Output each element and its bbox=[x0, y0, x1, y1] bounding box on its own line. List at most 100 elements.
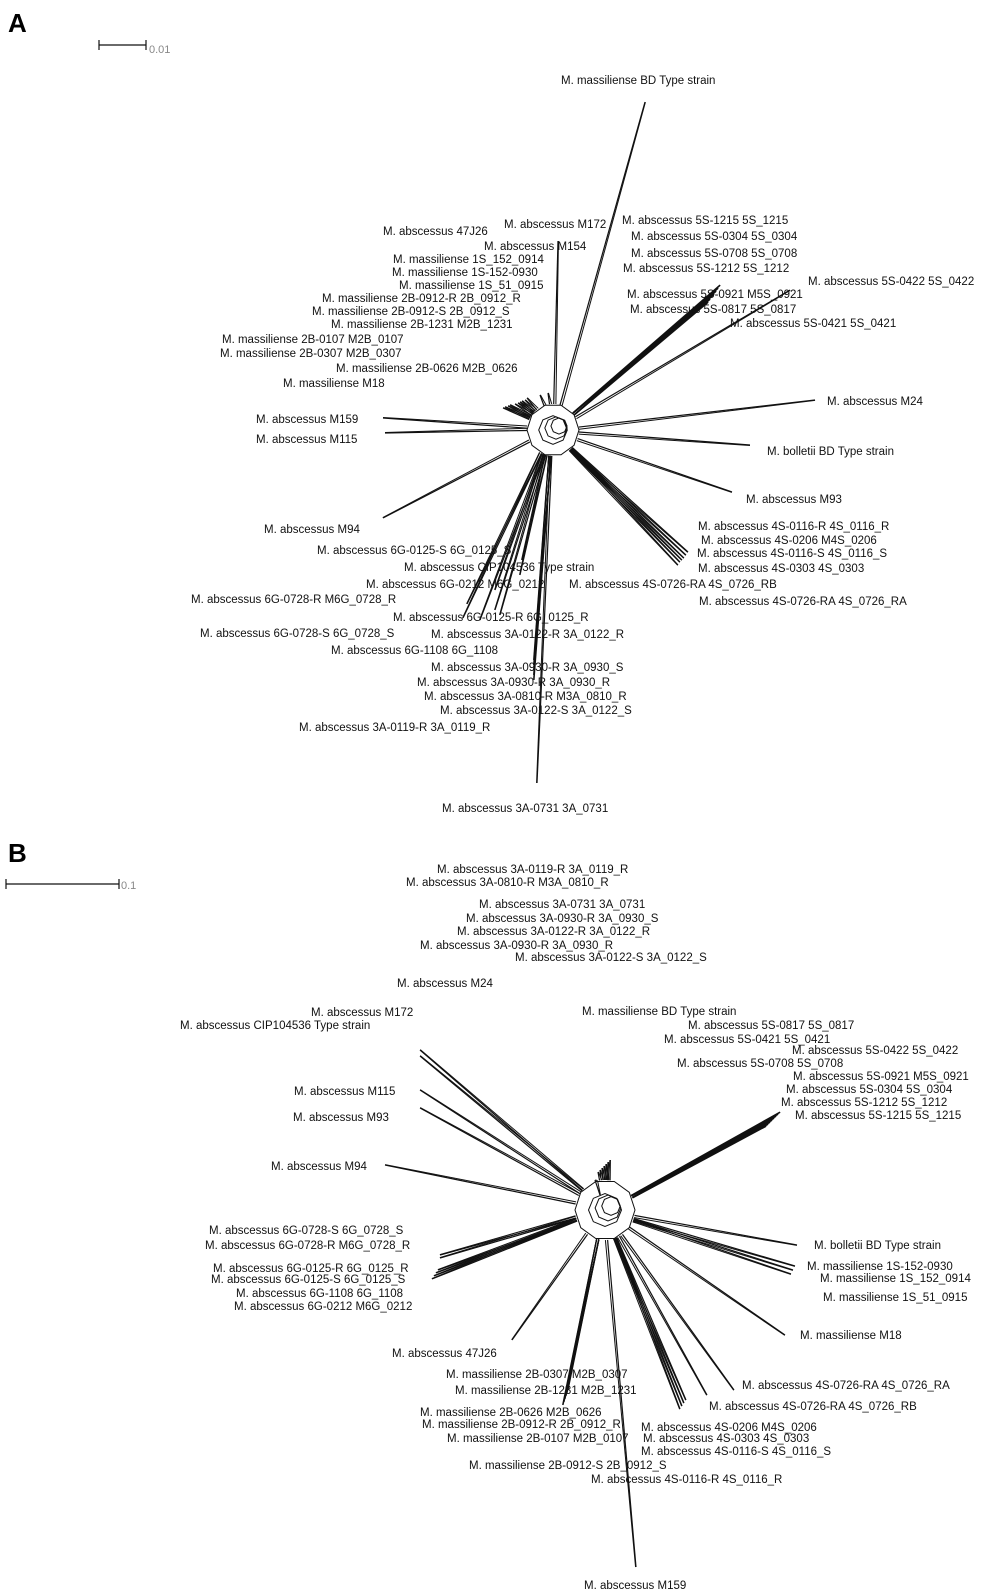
panel-b-edge bbox=[629, 1226, 786, 1336]
panel-a-edge bbox=[462, 452, 541, 619]
panel-a-taxon-label: M. massiliense 2B-0107 M2B_0107 bbox=[222, 334, 404, 346]
panel-a-edge bbox=[578, 433, 750, 446]
panel-b-taxon-label: M. abscessus 5S-0304 5S_0304 bbox=[786, 1084, 953, 1096]
panel-a-taxon-label: M. abscessus M93 bbox=[746, 494, 842, 506]
panel-b-edge bbox=[601, 1167, 606, 1181]
panel-b-edge bbox=[597, 1180, 601, 1195]
panel-a-edge bbox=[384, 427, 527, 434]
panel-a-scale-bar: 0.01 bbox=[98, 40, 170, 56]
panel-a-edge bbox=[561, 101, 646, 406]
panel-b-taxon-label: M. abscessus 6G-1108 6G_1108 bbox=[236, 1288, 403, 1300]
panel-b-edge bbox=[384, 1164, 577, 1203]
panel-b-taxon-label: M. abscessus 4S-0726-RA 4S_0726_RB bbox=[709, 1401, 917, 1413]
panel-b-edge bbox=[631, 1125, 767, 1197]
panel-b-taxon-label: M. abscessus M93 bbox=[293, 1112, 389, 1124]
panel-a-edge bbox=[503, 407, 531, 418]
panel-b-taxon-label: M. massiliense 2B-0626 M2B_0626 bbox=[420, 1407, 602, 1419]
panel-a-taxon-label: M. abscessus 3A-0810-R M3A_0810_R bbox=[424, 691, 627, 703]
panel-b-edge bbox=[606, 1239, 637, 1568]
panel-a-taxon-label: M. abscessus 47J26 bbox=[383, 226, 488, 238]
panel-a-edge bbox=[547, 392, 551, 405]
panel-a-edge bbox=[494, 453, 544, 611]
panel-b-taxon-label: M. abscessus 6G-0125-S 6G_0125_S bbox=[211, 1274, 406, 1286]
panel-a-taxon-label: M. massiliense 1S_152_0914 bbox=[393, 254, 544, 266]
panel-a-edge bbox=[575, 289, 791, 418]
panel-a-edge bbox=[505, 406, 531, 418]
panel-a-edge bbox=[518, 402, 535, 413]
panel-b-edge bbox=[562, 1238, 598, 1406]
panel-a-edge bbox=[570, 448, 679, 566]
panel-b-taxon-label: M. abscessus 6G-0728-R M6G_0728_R bbox=[205, 1240, 410, 1252]
panel-b-edge bbox=[632, 1125, 767, 1199]
panel-b-taxon-label: M. massiliense BD Type strain bbox=[582, 1006, 736, 1018]
panel-b-edge bbox=[419, 1049, 585, 1190]
panel-a-taxon-label: M. abscessus 3A-0122-R 3A_0122_R bbox=[431, 629, 624, 641]
panel-b-taxon-label: M. massiliense 1S-152-0930 bbox=[807, 1261, 953, 1273]
panel-a-edge bbox=[574, 301, 709, 416]
panel-b-edge bbox=[615, 1237, 683, 1407]
panel-a-edge bbox=[510, 404, 532, 416]
panel-b-scale-bar: 0.1 bbox=[5, 879, 136, 892]
panel-a-taxon-label: M. abscessus 6G-1108 6G_1108 bbox=[331, 645, 498, 657]
panel-b-taxon-label: M. abscessus 3A-0930-R 3A_0930_R bbox=[420, 940, 613, 952]
panel-a-edge bbox=[536, 455, 551, 784]
panel-b-taxon-label: M. abscessus 47J26 bbox=[392, 1348, 497, 1360]
panel-a-taxon-label: M. abscessus 5S-0422 5S_0422 bbox=[808, 276, 974, 288]
panel-b-edge bbox=[439, 1215, 576, 1256]
panel-b-edge bbox=[604, 1240, 637, 1568]
panel-a-taxon-label: M. massiliense 2B-0626 M2B_0626 bbox=[336, 363, 518, 375]
panel-b-taxon-label: M. abscessus 3A-0119-R 3A_0119_R bbox=[437, 864, 628, 876]
panel-b-edge bbox=[595, 1179, 598, 1182]
panel-a-edge bbox=[462, 453, 543, 619]
panel-b-taxon-label: M. massiliense 1S_51_0915 bbox=[823, 1292, 967, 1304]
panel-b-edge bbox=[615, 1237, 685, 1404]
panel-a-letter: A bbox=[8, 8, 27, 38]
panel-a-edge bbox=[384, 429, 528, 434]
panel-a-network bbox=[382, 101, 816, 784]
panel-a-taxon-label: M. abscessus 3A-0122-S 3A_0122_S bbox=[440, 705, 632, 717]
panel-b-edge bbox=[419, 1049, 583, 1191]
panel-a-edge bbox=[508, 405, 532, 417]
panel-a-edge bbox=[577, 437, 733, 493]
panel-a-taxon-label: M. abscessus M24 bbox=[827, 396, 923, 408]
panel-a-taxon-label: M. massiliense 2B-1231 M2B_1231 bbox=[331, 319, 513, 331]
panel-b-edge bbox=[433, 1218, 577, 1277]
panel-a-taxon-label: M. massiliense 2B-0307 M2B_0307 bbox=[220, 348, 402, 360]
panel-b-edge bbox=[617, 1237, 708, 1396]
panel-b-edge bbox=[597, 1171, 601, 1181]
panel-b-taxon-label: M. massiliense 2B-0107 M2B_0107 bbox=[447, 1433, 629, 1445]
panel-a-edge bbox=[579, 399, 816, 430]
panel-b-edge bbox=[511, 1232, 587, 1341]
panel-b-labels: M. abscessus 3A-0119-R 3A_0119_R M. absce… bbox=[180, 864, 971, 1591]
panel-a-taxon-label: M. abscessus M94 bbox=[264, 524, 360, 536]
panel-b-taxon-label: M. abscessus M159 bbox=[584, 1580, 686, 1591]
panel-b-taxon-label: M. abscessus M94 bbox=[271, 1161, 367, 1173]
panel-a-edge bbox=[502, 407, 530, 421]
panel-a-edge bbox=[553, 240, 559, 405]
panel-a-edge bbox=[559, 101, 646, 406]
panel-a-taxon-label: M. abscessus 6G-0125-S 6G_0125_S bbox=[317, 545, 512, 557]
panel-a-taxon-label: M. abscessus 4S-0206 M4S_0206 bbox=[701, 535, 877, 547]
panel-a-edge bbox=[571, 446, 689, 553]
panel-a-edge bbox=[536, 455, 553, 784]
panel-b-edge bbox=[633, 1218, 794, 1271]
panel-a-taxon-label: M. abscessus M172 bbox=[504, 219, 606, 231]
panel-b-taxon-label: M. massiliense 2B-0307 M2B_0307 bbox=[446, 1369, 628, 1381]
panel-b-taxon-label: M. abscessus 3A-0122-R 3A_0122_R bbox=[457, 926, 650, 938]
panel-a-taxon-label: M. abscessus 6G-0728-R M6G_0728_R bbox=[191, 594, 396, 606]
panel-b-edge bbox=[384, 1164, 576, 1205]
panel-b-edge bbox=[632, 1220, 794, 1271]
panel-a-edge bbox=[568, 450, 679, 566]
panel-b-edge bbox=[419, 1107, 581, 1195]
panel-b-taxon-label: M. abscessus 4S-0726-RA 4S_0726_RA bbox=[742, 1380, 950, 1392]
panel-b-inner-split bbox=[601, 1196, 621, 1216]
panel-b-taxon-label: M. abscessus CIP104536 Type strain bbox=[180, 1020, 370, 1032]
panel-a-taxon-label: M. abscessus M115 bbox=[256, 434, 357, 446]
panel-b-taxon-label: M. abscessus 6G-0212 M6G_0212 bbox=[234, 1301, 412, 1313]
panel-b-letter: B bbox=[8, 838, 27, 868]
panel-b-edge bbox=[594, 1181, 601, 1196]
panel-a-edge bbox=[578, 431, 751, 446]
panel-a-taxon-label: M. abscessus 4S-0726-RA 4S_0726_RA bbox=[699, 596, 907, 608]
panel-a-taxon-label: M. abscessus 5S-0304 5S_0304 bbox=[631, 231, 798, 243]
panel-b-taxon-label: M. massiliense 2B-0912-S 2B_0912_S bbox=[469, 1460, 667, 1472]
